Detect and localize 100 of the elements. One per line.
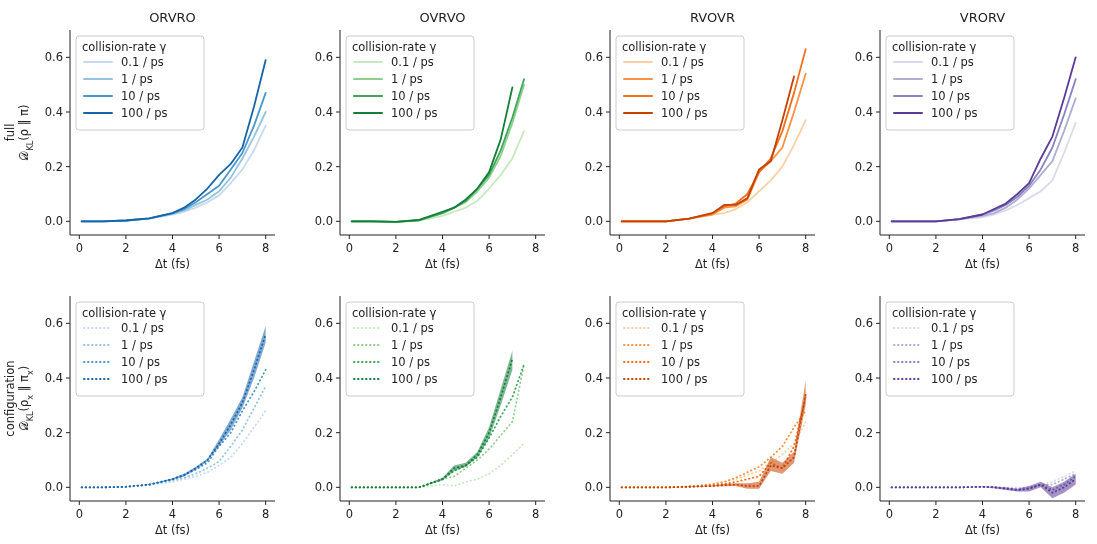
- x-tick-label: 4: [978, 507, 987, 521]
- y-tick-label: 0.4: [854, 371, 873, 386]
- legend-label: 100 / ps: [391, 106, 438, 120]
- legend-label: 0.1 / ps: [931, 321, 974, 335]
- legend-label: 10 / ps: [121, 89, 161, 103]
- x-tick-label: 0: [615, 507, 623, 521]
- y-tick-label: 0.0: [854, 480, 873, 495]
- x-tick-label: 4: [438, 241, 447, 255]
- y-tick-label: 0.4: [44, 105, 63, 120]
- x-tick-label: 6: [215, 241, 223, 255]
- legend-title: collision-rate γ: [352, 40, 437, 54]
- x-tick-label: 8: [262, 507, 270, 521]
- legend-label: 1 / ps: [121, 338, 153, 352]
- x-axis-title: Δt (fs): [424, 257, 461, 271]
- legend-label: 0.1 / ps: [121, 321, 164, 335]
- x-tick-label: 0: [75, 241, 83, 255]
- x-tick-label: 8: [802, 507, 810, 521]
- x-tick-label: 0: [345, 507, 353, 521]
- legend-label: 1 / ps: [931, 338, 963, 352]
- x-tick-label: 2: [662, 507, 670, 521]
- y-tick-label: 0.4: [584, 371, 603, 386]
- x-tick-label: 6: [485, 507, 493, 521]
- legend-title: collision-rate γ: [892, 306, 977, 320]
- y-tick-label: 0.2: [854, 159, 873, 174]
- y-tick-label: 0.4: [314, 371, 333, 386]
- x-tick-label: 2: [392, 241, 400, 255]
- x-tick-label: 2: [122, 241, 130, 255]
- y-tick-label: 0.6: [44, 50, 63, 65]
- y-tick-label: 0.2: [44, 159, 63, 174]
- y-tick-label: 0.4: [314, 105, 333, 120]
- chart-title: VRORV: [959, 10, 1006, 25]
- chart-title: RVOVR: [690, 10, 735, 25]
- legend-label: 0.1 / ps: [391, 55, 434, 69]
- y-tick-label: 0.0: [44, 480, 63, 495]
- legend-label: 0.1 / ps: [661, 55, 704, 69]
- x-tick-label: 8: [262, 241, 270, 255]
- y-tick-label: 0.0: [584, 480, 603, 495]
- legend-title: collision-rate γ: [622, 40, 707, 54]
- x-tick-label: 6: [485, 241, 493, 255]
- legend-title: collision-rate γ: [892, 40, 977, 54]
- x-axis-title: Δt (fs): [154, 523, 191, 537]
- y-tick-label: 0.4: [584, 105, 603, 120]
- x-tick-label: 0: [345, 241, 353, 255]
- legend-label: 10 / ps: [931, 89, 971, 103]
- x-tick-label: 8: [1072, 241, 1080, 255]
- x-tick-label: 6: [1025, 241, 1033, 255]
- x-axis-title: Δt (fs): [694, 257, 731, 271]
- y-tick-label: 0.4: [854, 105, 873, 120]
- legend-label: 1 / ps: [391, 338, 423, 352]
- legend-label: 100 / ps: [121, 372, 168, 386]
- x-axis-title: Δt (fs): [154, 257, 191, 271]
- legend-label: 0.1 / ps: [391, 321, 434, 335]
- legend-label: 100 / ps: [661, 372, 708, 386]
- y-tick-label: 0.2: [314, 425, 333, 440]
- x-tick-label: 2: [662, 241, 670, 255]
- x-tick-label: 6: [215, 507, 223, 521]
- y-tick-label: 0.0: [584, 214, 603, 229]
- legend-label: 1 / ps: [931, 72, 963, 86]
- legend-label: 1 / ps: [121, 72, 153, 86]
- x-tick-label: 4: [708, 507, 717, 521]
- y-tick-label: 0.0: [854, 214, 873, 229]
- legend-label: 10 / ps: [391, 355, 431, 369]
- x-tick-label: 2: [932, 507, 940, 521]
- x-tick-label: 8: [532, 507, 540, 521]
- x-tick-label: 6: [755, 241, 763, 255]
- legend-label: 0.1 / ps: [661, 321, 704, 335]
- legend-title: collision-rate γ: [82, 40, 167, 54]
- legend-label: 10 / ps: [391, 89, 431, 103]
- x-tick-label: 8: [802, 241, 810, 255]
- x-axis-title: Δt (fs): [694, 523, 731, 537]
- x-tick-label: 4: [978, 241, 987, 255]
- legend-label: 100 / ps: [931, 372, 978, 386]
- y-tick-label: 0.6: [314, 316, 333, 331]
- x-tick-label: 6: [1025, 507, 1033, 521]
- y-tick-label: 0.0: [314, 214, 333, 229]
- x-tick-label: 4: [708, 241, 717, 255]
- x-tick-label: 0: [615, 241, 623, 255]
- y-tick-label: 0.6: [44, 316, 63, 331]
- x-tick-label: 2: [392, 507, 400, 521]
- legend-label: 100 / ps: [121, 106, 168, 120]
- x-tick-label: 0: [885, 507, 893, 521]
- y-tick-label: 0.2: [44, 425, 63, 440]
- y-tick-label: 0.4: [44, 371, 63, 386]
- legend-label: 10 / ps: [121, 355, 161, 369]
- x-tick-label: 2: [932, 241, 940, 255]
- x-axis-title: Δt (fs): [424, 523, 461, 537]
- y-tick-label: 0.6: [314, 50, 333, 65]
- legend-label: 100 / ps: [661, 106, 708, 120]
- legend-label: 10 / ps: [661, 89, 701, 103]
- x-tick-label: 0: [75, 507, 83, 521]
- x-tick-label: 6: [755, 507, 763, 521]
- chart-title: ORVRO: [149, 10, 196, 25]
- legend-label: 1 / ps: [661, 338, 693, 352]
- y-tick-label: 0.6: [854, 316, 873, 331]
- legend-label: 0.1 / ps: [121, 55, 164, 69]
- y-tick-label: 0.2: [584, 425, 603, 440]
- legend-label: 1 / ps: [661, 72, 693, 86]
- x-axis-title: Δt (fs): [964, 257, 1001, 271]
- y-tick-label: 0.2: [854, 425, 873, 440]
- y-tick-label: 0.0: [44, 214, 63, 229]
